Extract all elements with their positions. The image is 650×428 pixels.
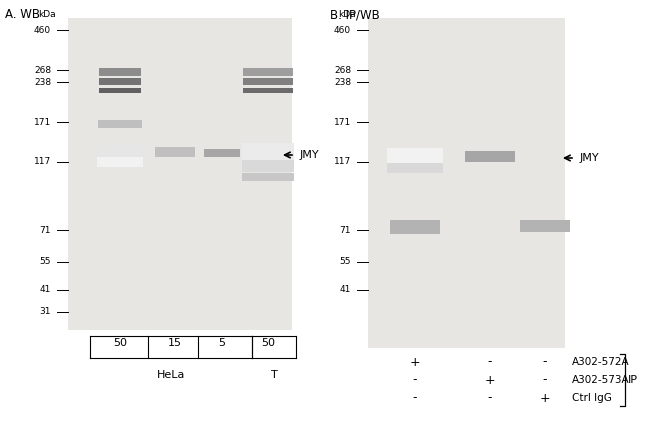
Bar [243,88,293,93]
Text: HeLa: HeLa [157,370,185,380]
Text: 5: 5 [218,338,226,348]
Bar [99,88,141,93]
Text: 15: 15 [168,338,182,348]
Text: 50: 50 [261,338,275,348]
Text: 71: 71 [40,226,51,235]
Bar [243,68,293,76]
Bar [465,151,515,162]
Text: JMY: JMY [580,153,599,163]
Bar [387,163,443,173]
Text: -: - [413,392,417,404]
Bar [204,149,240,157]
Text: 268: 268 [334,65,351,74]
Bar [97,157,143,167]
Text: +: + [540,392,551,404]
Bar [97,145,143,159]
Text: 171: 171 [34,118,51,127]
Text: -: - [543,374,547,386]
Text: JMY: JMY [300,150,320,160]
Text: Ctrl IgG: Ctrl IgG [572,393,612,403]
Text: +: + [410,356,421,369]
Bar [387,148,443,164]
Text: 55: 55 [40,258,51,267]
Bar [99,68,141,76]
Text: 460: 460 [334,26,351,35]
Text: 117: 117 [333,158,351,166]
Bar [242,173,294,181]
Text: 31: 31 [40,307,51,316]
Text: -: - [543,356,547,369]
Text: 50: 50 [113,338,127,348]
Text: A302-573A: A302-573A [572,375,630,385]
Text: 460: 460 [34,26,51,35]
Text: -: - [488,356,492,369]
Bar [68,18,292,330]
Text: 268: 268 [34,65,51,74]
Text: 71: 71 [339,226,351,235]
Text: 55: 55 [339,258,351,267]
Bar [99,78,141,85]
Text: T: T [270,370,278,380]
Text: 238: 238 [34,77,51,86]
Text: 117: 117 [34,158,51,166]
Text: A302-572A: A302-572A [572,357,630,367]
Bar [520,220,570,232]
Text: A. WB: A. WB [5,8,40,21]
Text: -: - [488,392,492,404]
Bar [390,220,440,234]
Text: B. IP/WB: B. IP/WB [330,8,380,21]
Text: 171: 171 [333,118,351,127]
Text: kDa: kDa [339,10,356,19]
Text: 41: 41 [40,285,51,294]
Bar [242,143,294,161]
Text: IP: IP [628,375,638,385]
Text: 238: 238 [334,77,351,86]
Bar [243,78,293,85]
Bar [98,120,142,128]
Text: -: - [413,374,417,386]
Bar [155,147,195,157]
Text: kDa: kDa [38,10,56,19]
Bar [368,18,565,348]
Bar [242,160,294,172]
Text: +: + [485,374,495,386]
Text: 41: 41 [339,285,351,294]
